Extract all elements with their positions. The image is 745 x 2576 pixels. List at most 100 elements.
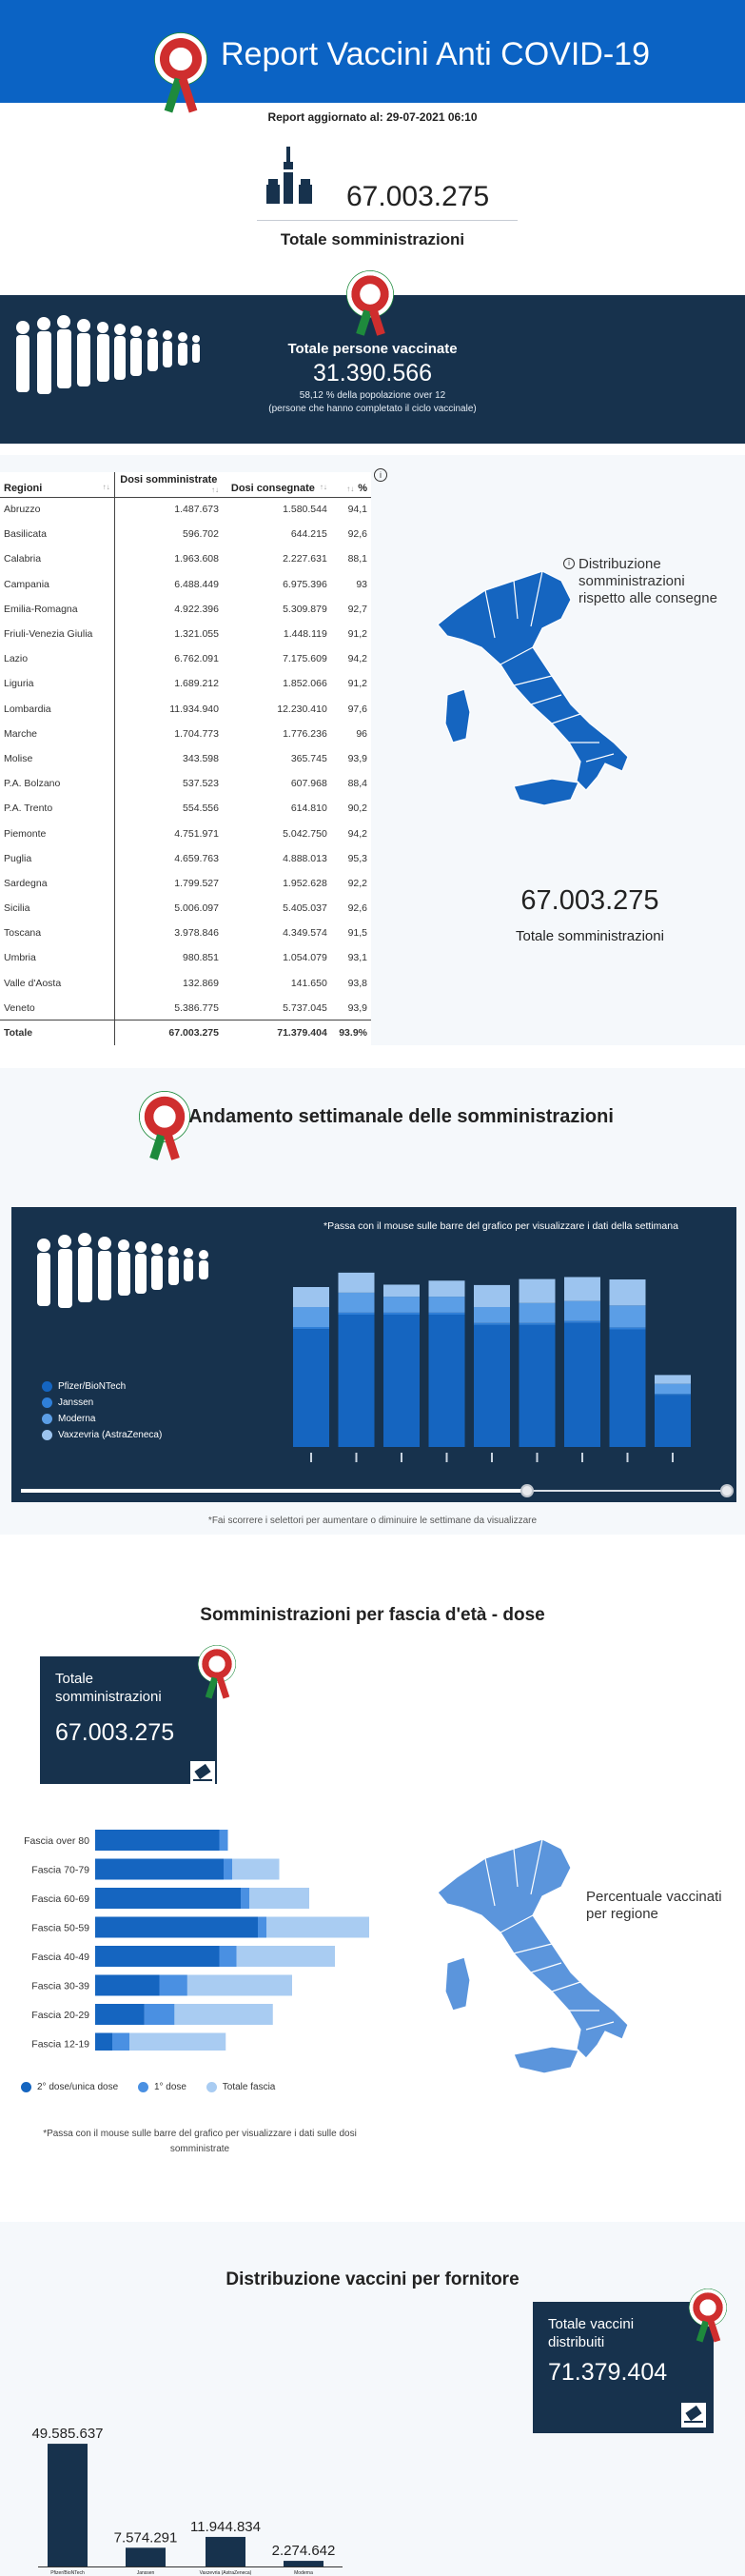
table-cell: 92,2 [347, 877, 367, 889]
bar-first-dose[interactable] [219, 1946, 237, 1967]
table-row[interactable]: Lazio 6.762.091 7.175.609 94,2 [0, 646, 371, 672]
bar-second-dose[interactable] [95, 1946, 220, 1967]
bar-segment-janssen[interactable] [655, 1394, 691, 1396]
age-category-label: Fascia 50-59 [31, 1923, 89, 1934]
map-region-sicilia[interactable] [513, 778, 579, 806]
bar-segment-moderna[interactable] [519, 1302, 556, 1323]
bar-first-dose[interactable] [224, 1858, 232, 1880]
info-icon[interactable]: i [374, 468, 387, 482]
bar-segment-janssen[interactable] [428, 1312, 465, 1315]
table-cell: 6.488.449 [174, 578, 219, 590]
table-row[interactable]: Marche 1.704.773 1.776.236 96 [0, 721, 371, 746]
table-row[interactable]: Piemonte 4.751.971 5.042.750 94,2 [0, 821, 371, 846]
bar-segment-pfizer-biontech[interactable] [609, 1329, 646, 1447]
bar-segment-pfizer-biontech[interactable] [293, 1329, 329, 1447]
bar-first-dose[interactable] [219, 1830, 228, 1851]
bar-second-dose[interactable] [95, 1830, 220, 1851]
italy-map-distribution[interactable] [419, 552, 647, 828]
bar-segment-janssen[interactable] [519, 1322, 556, 1325]
distributed-total-box: Totale vaccini distribuiti 71.379.404 [533, 2302, 714, 2433]
bar-segment-moderna[interactable] [383, 1297, 420, 1313]
bar-second-dose[interactable] [95, 2004, 145, 2025]
table-row[interactable]: Abruzzo 1.487.673 1.580.544 94,1 [0, 497, 371, 523]
age-horizontal-bar-chart[interactable]: Fascia over 80 Fascia 70-79 Fascia 60-69 Fa… [0, 1822, 381, 2051]
eraser-icon[interactable] [190, 1761, 215, 1786]
bar-segment-janssen[interactable] [338, 1312, 375, 1315]
table-row[interactable]: Campania 6.488.449 6.975.396 93 [0, 571, 371, 597]
bar-segment-pfizer-biontech[interactable] [428, 1314, 465, 1447]
table-row[interactable]: Emilia-Romagna 4.922.396 5.309.879 92,7 [0, 596, 371, 622]
table-row[interactable]: Liguria 1.689.212 1.852.066 91,2 [0, 671, 371, 697]
bar-segment-janssen[interactable] [564, 1320, 600, 1323]
bar-segment-vaxzevria-astrazeneca-[interactable] [519, 1278, 556, 1303]
info-icon[interactable]: i [563, 558, 575, 569]
col-header-percent[interactable]: ↑↓% [330, 472, 371, 498]
bar-first-dose[interactable] [159, 1974, 187, 1996]
italy-map-percentage[interactable] [419, 1820, 647, 2096]
bar-segment-moderna[interactable] [428, 1297, 465, 1313]
bar-segment-vaxzevria-astrazeneca-[interactable] [428, 1280, 465, 1298]
bar-segment-janssen[interactable] [609, 1327, 646, 1330]
bar-segment-moderna[interactable] [609, 1305, 646, 1328]
weekly-stacked-bar-chart[interactable] [285, 1247, 704, 1466]
bar-segment-janssen[interactable] [383, 1312, 420, 1315]
map-region-sardegna[interactable] [444, 1956, 471, 2011]
bar-first-dose[interactable] [241, 1888, 249, 1909]
bar-second-dose[interactable] [95, 1916, 258, 1938]
table-row[interactable]: Friuli-Venezia Giulia 1.321.055 1.448.119 9… [0, 621, 371, 647]
bar-segment-pfizer-biontech[interactable] [564, 1322, 600, 1447]
bar-first-dose[interactable] [112, 2032, 129, 2051]
slider-handle-start[interactable] [520, 1484, 534, 1497]
table-row[interactable]: P.A. Trento 554.556 614.810 90,2 [0, 796, 371, 822]
table-row[interactable]: Valle d'Aosta 132.869 141.650 93,8 [0, 970, 371, 996]
table-row[interactable]: Toscana 3.978.846 4.349.574 91,5 [0, 921, 371, 946]
bar-segment-pfizer-biontech[interactable] [338, 1314, 375, 1447]
bar-segment-pfizer-biontech[interactable] [474, 1324, 510, 1447]
col-header-regioni[interactable]: Regioni ↑↓ [0, 472, 115, 498]
bar-second-dose[interactable] [95, 1888, 241, 1909]
col-header-dosi-somministrate[interactable]: Dosi somministrate ↑↓ [114, 472, 223, 498]
supplier-bar[interactable] [48, 2444, 88, 2566]
map-region-sardegna[interactable] [444, 688, 471, 743]
bar-segment-vaxzevria-astrazeneca-[interactable] [474, 1284, 510, 1307]
bar-first-dose[interactable] [258, 1916, 266, 1938]
bar-second-dose[interactable] [95, 2032, 112, 2051]
bar-segment-moderna[interactable] [338, 1292, 375, 1313]
bar-segment-vaxzevria-astrazeneca-[interactable] [293, 1287, 329, 1307]
table-row[interactable]: Basilicata 596.702 644.215 92,6 [0, 522, 371, 547]
bar-segment-vaxzevria-astrazeneca-[interactable] [383, 1284, 420, 1298]
map-region-sicilia[interactable] [513, 2046, 579, 2074]
bar-segment-vaxzevria-astrazeneca-[interactable] [609, 1279, 646, 1306]
table-row[interactable]: Sicilia 5.006.097 5.405.037 92,6 [0, 896, 371, 921]
bar-segment-vaxzevria-astrazeneca-[interactable] [338, 1272, 375, 1293]
col-header-dosi-consegnate[interactable]: Dosi consegnate ↑↓ [222, 472, 331, 498]
table-row[interactable]: Puglia 4.659.763 4.888.013 95,3 [0, 845, 371, 871]
bar-second-dose[interactable] [95, 1974, 160, 1996]
bar-segment-moderna[interactable] [293, 1307, 329, 1327]
bar-segment-janssen[interactable] [474, 1322, 510, 1325]
bar-segment-vaxzevria-astrazeneca-[interactable] [655, 1375, 691, 1384]
supplier-bar[interactable] [126, 2547, 166, 2566]
bar-segment-vaxzevria-astrazeneca-[interactable] [564, 1277, 600, 1301]
bar-segment-pfizer-biontech[interactable] [383, 1314, 420, 1447]
table-row[interactable]: Veneto 5.386.775 5.737.045 93,9 [0, 995, 371, 1020]
bar-segment-janssen[interactable] [293, 1327, 329, 1330]
bar-segment-pfizer-biontech[interactable] [655, 1395, 691, 1447]
supplier-bar[interactable] [284, 2561, 323, 2566]
table-row[interactable]: Calabria 1.963.608 2.227.631 88,1 [0, 546, 371, 572]
bar-segment-moderna[interactable] [564, 1300, 600, 1321]
bar-first-dose[interactable] [144, 2004, 175, 2025]
table-row[interactable]: Umbria 980.851 1.054.079 93,1 [0, 945, 371, 971]
bar-segment-pfizer-biontech[interactable] [519, 1324, 556, 1447]
table-row[interactable]: Sardegna 1.799.527 1.952.628 92,2 [0, 870, 371, 896]
bar-segment-moderna[interactable] [655, 1383, 691, 1395]
distribution-bar-chart[interactable]: 49.585.637 Pfizer/BioNTech 7.574.291 Jansse… [19, 2403, 400, 2576]
bar-second-dose[interactable] [95, 1858, 224, 1880]
bar-segment-moderna[interactable] [474, 1307, 510, 1323]
table-row[interactable]: P.A. Bolzano 537.523 607.968 88,4 [0, 771, 371, 797]
table-row[interactable]: Lombardia 11.934.940 12.230.410 97,6 [0, 696, 371, 722]
supplier-bar[interactable] [206, 2536, 245, 2566]
eraser-icon[interactable] [681, 2403, 706, 2427]
slider-handle-end[interactable] [720, 1484, 734, 1497]
table-row[interactable]: Molise 343.598 365.745 93,9 [0, 745, 371, 772]
